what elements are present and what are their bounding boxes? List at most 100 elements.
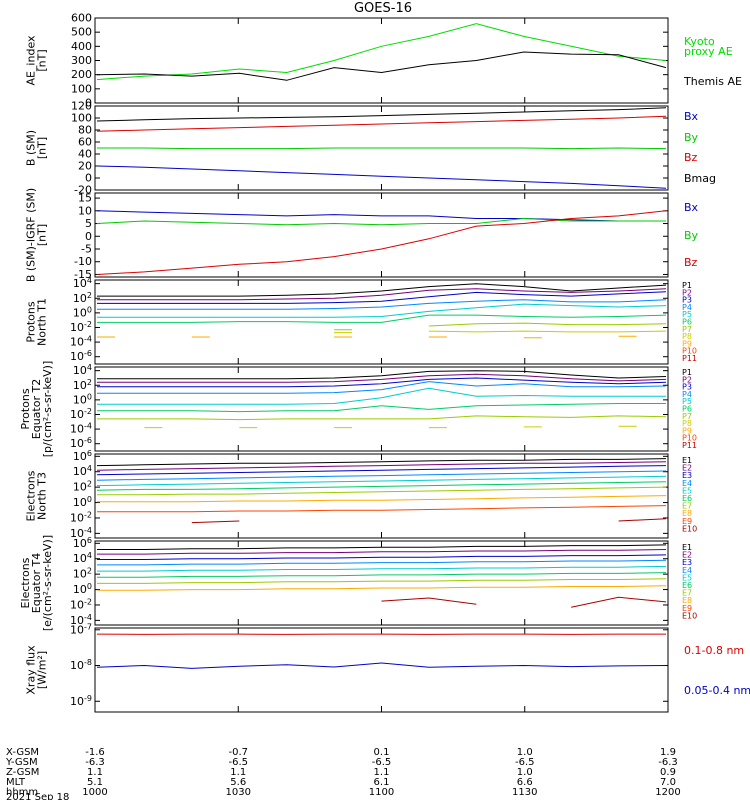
orbit-value: -6.3 — [658, 757, 678, 768]
panel-frame — [94, 627, 669, 713]
orbit-value: 1.0 — [517, 747, 533, 758]
orbit-value: 5.6 — [230, 777, 246, 788]
y-axis-label: Equator T4 — [30, 553, 43, 613]
legend-item: E6 — [682, 494, 692, 503]
series-line-kyoto-proxy-ae — [96, 23, 667, 81]
series-line-p7 — [428, 322, 667, 327]
series-line-p2 — [97, 373, 667, 383]
y-axis-label: [nT] — [36, 49, 49, 71]
y-axis-label: AE_index — [25, 35, 38, 86]
y-axis-label: [p/(cm²-s-sr-keV)] — [41, 361, 54, 458]
y-tick-label: 400 — [71, 40, 92, 53]
orbit-value: -1.6 — [85, 747, 105, 758]
y-tick-label: 80 — [78, 124, 92, 137]
y-tick-label: 200 — [71, 68, 92, 81]
series-line-0-05-0-4-nm — [96, 662, 667, 669]
panel-frame — [94, 17, 669, 104]
series-line-p5 — [97, 387, 666, 405]
y-tick-label: -20 — [74, 184, 92, 197]
legend-item: P5 — [682, 397, 692, 406]
series-line-e8 — [97, 495, 667, 503]
legend-item: By — [684, 229, 699, 242]
y-tick-label: 120 — [71, 100, 92, 113]
series-line-e6 — [96, 481, 667, 491]
orbit-value: 1.1 — [230, 767, 246, 778]
plot-panels: 6005004003002001000AE_index[nT]Kyotoprox… — [19, 12, 750, 713]
orbit-value: 0.1 — [374, 747, 390, 758]
y-tick-label: -5 — [81, 243, 92, 256]
legend-item: P11 — [682, 441, 697, 450]
y-axis-label: [e/(cm²-s-sr-keV)] — [41, 535, 54, 631]
legend-item: P5 — [682, 310, 692, 319]
series-line-bz — [96, 210, 667, 275]
series-line-p6 — [97, 314, 667, 323]
y-tick-label: 100 — [73, 582, 92, 596]
orbit-value: 1.0 — [517, 767, 533, 778]
legend-item: P2 — [682, 288, 692, 297]
legend-item: P9 — [682, 339, 692, 348]
series-line-e6 — [97, 572, 667, 578]
legend-item: E1 — [682, 543, 692, 552]
y-axis-label: Xray flux — [25, 645, 38, 695]
legend-item: E3 — [682, 558, 692, 567]
series-line-bx — [96, 165, 667, 189]
series-line-p1 — [97, 370, 667, 380]
orbit-value: 6.1 — [374, 777, 390, 788]
panel-frame — [94, 192, 669, 278]
y-tick-label: 10-2 — [70, 320, 92, 334]
y-tick-label: 300 — [71, 54, 92, 67]
y-tick-label: 10-4 — [70, 422, 92, 436]
legend-item: P10 — [682, 434, 697, 443]
series-line-p1 — [97, 283, 667, 297]
y-tick-label: 10-4 — [70, 613, 92, 627]
y-tick-label: 100 — [71, 112, 92, 125]
orbit-row-label: Z-GSM — [6, 767, 39, 778]
legend-item: E9 — [682, 604, 692, 613]
y-tick-label: 104 — [73, 464, 92, 478]
legend-item: proxy AE — [684, 45, 733, 58]
orbit-value: 1200 — [655, 787, 680, 798]
y-axis-label: [W/m²] — [36, 651, 49, 689]
series-line-e10 — [618, 518, 667, 522]
legend-item: E7 — [682, 502, 692, 511]
orbit-row-label: hhmm — [6, 787, 38, 798]
legend-item: P3 — [682, 296, 692, 305]
y-tick-label: 10-2 — [70, 407, 92, 421]
orbit-row-label: Y-GSM — [5, 757, 38, 768]
orbit-value: -0.7 — [228, 747, 248, 758]
y-tick-label: 10-9 — [70, 694, 92, 708]
orbit-value: 1030 — [226, 787, 251, 798]
legend-item: E4 — [682, 479, 692, 488]
series-line-e1 — [96, 458, 667, 467]
legend-item: P11 — [682, 354, 697, 363]
orbit-value: 1.9 — [660, 747, 676, 758]
y-axis-label: Protons — [19, 388, 32, 429]
series-line-e8 — [97, 585, 667, 591]
y-axis-label: Electrons — [19, 557, 32, 608]
series-line-e4 — [96, 470, 667, 481]
y-tick-label: 10-4 — [70, 526, 92, 540]
legend-item: E1 — [682, 456, 692, 465]
orbit-value: 7.0 — [660, 777, 676, 788]
series-line-e7 — [97, 486, 667, 496]
series-line-e9 — [571, 596, 667, 608]
legend-item: E4 — [682, 566, 692, 575]
panel-8: 10-7 10-8 10-9 Xray flux[W/m²] 0.1-0.8 nm 0.0… — [25, 622, 750, 713]
legend-item: E5 — [682, 573, 692, 582]
series-line-e7 — [97, 578, 667, 584]
series-line-themis-ae — [96, 51, 667, 81]
legend-item: P8 — [682, 419, 692, 428]
series-line-e9 — [97, 505, 667, 513]
series-line-e3 — [97, 554, 667, 560]
series-line-bmag — [96, 107, 667, 122]
orbit-value: 1100 — [369, 787, 394, 798]
y-tick-label: 15 — [78, 192, 92, 205]
series-line-e5 — [97, 565, 667, 572]
legend-item: P1 — [682, 368, 692, 377]
